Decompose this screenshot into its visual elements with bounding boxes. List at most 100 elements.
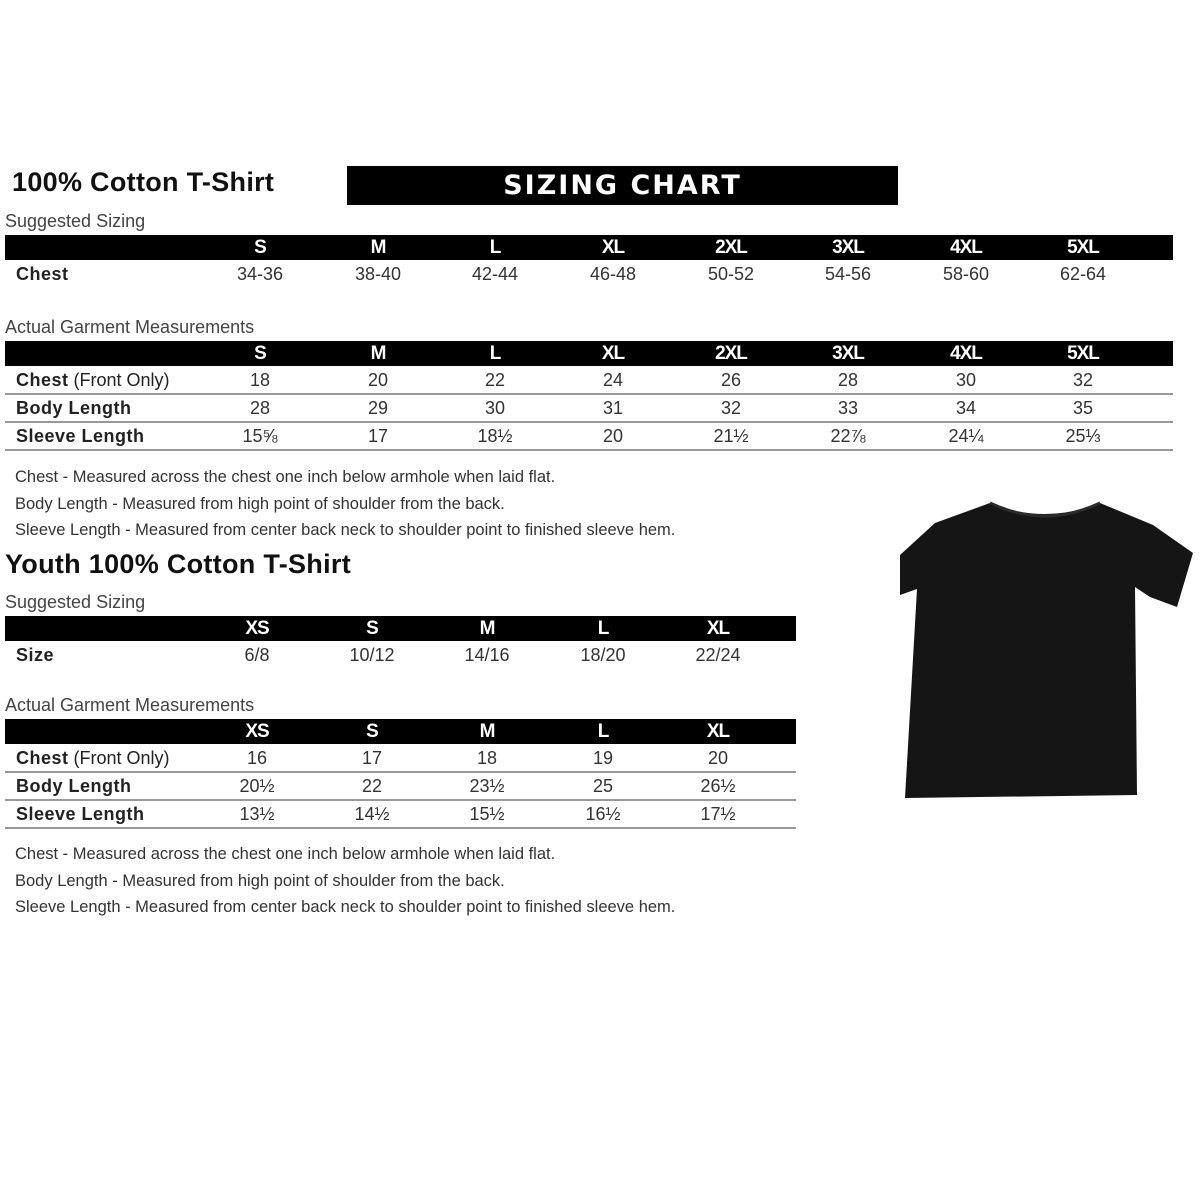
- row-label-main: Sleeve Length: [16, 804, 145, 824]
- row-label: Sleeve Length: [16, 800, 145, 828]
- table-cell: 22/24: [695, 645, 741, 665]
- adult-title: 100% Cotton T-Shirt: [12, 167, 275, 197]
- table-cell: 17½: [700, 804, 736, 824]
- table-cell: 31: [602, 398, 624, 418]
- table-cell: 28: [249, 398, 271, 418]
- row-label-main: Sleeve Length: [16, 426, 145, 446]
- measurement-note: Body Length - Measured from high point o…: [15, 871, 505, 890]
- table-cell: 20: [367, 370, 389, 390]
- size-header-xs: XS: [245, 618, 269, 639]
- size-header-s: S: [254, 237, 267, 258]
- table-cell: 20: [602, 426, 624, 446]
- table-row: Size 6/8 10/12 14/16 18/20 22/24: [5, 641, 796, 669]
- table-cell: 18: [476, 748, 498, 768]
- table-cell: 35: [1072, 398, 1094, 418]
- table-cell: 30: [955, 370, 977, 390]
- table-row: Sleeve Length 15⅝ 17 18½ 20 21½ 22⅞ 24¼ 25⅓: [5, 422, 1173, 450]
- table-cell: 28: [837, 370, 859, 390]
- size-header-xl: XL: [706, 618, 730, 639]
- youth-notes: Chest - Measured across the chest one in…: [15, 841, 675, 921]
- table-cell: 58-60: [942, 264, 990, 284]
- size-header-s: S: [254, 343, 267, 364]
- measurement-note: Sleeve Length - Measured from center bac…: [15, 521, 676, 539]
- adult-actual-label: Actual Garment Measurements: [5, 317, 255, 337]
- table-cell: 25: [592, 776, 614, 796]
- table-cell: 18½: [477, 426, 513, 446]
- row-label: Sleeve Length: [16, 422, 145, 450]
- table-cell: 46-48: [589, 264, 637, 284]
- row-divider: [5, 421, 1173, 423]
- youth-title: Youth 100% Cotton T-Shirt: [5, 549, 351, 579]
- table-row: Body Length 20½ 22 23½ 25 26½: [5, 772, 796, 800]
- size-header-row: S M L XL 2XL 3XL 4XL 5XL: [5, 341, 1173, 366]
- table-cell: 23½: [469, 776, 505, 796]
- table-row: Chest (Front Only) 16 17 18 19 20: [5, 744, 796, 772]
- youth-actual-label: Actual Garment Measurements: [5, 695, 255, 715]
- size-header-5xl: 5XL: [1067, 343, 1100, 364]
- size-header-3xl: 3XL: [832, 343, 865, 364]
- size-header-l: L: [489, 343, 502, 364]
- measurement-note: Body Length - Measured from high point o…: [15, 494, 505, 513]
- table-cell: 38-40: [354, 264, 402, 284]
- table-cell: 18/20: [580, 645, 626, 665]
- row-label: Body Length: [16, 772, 132, 800]
- table-cell: 17: [361, 748, 383, 768]
- size-header-l: L: [489, 237, 502, 258]
- table-cell: 19: [592, 748, 614, 768]
- size-header-xl: XL: [601, 237, 625, 258]
- table-cell: 10/12: [349, 645, 395, 665]
- row-label: Chest: [16, 260, 69, 288]
- table-cell: 30: [484, 398, 506, 418]
- youth-suggested-label: Suggested Sizing: [5, 592, 146, 612]
- size-header-xl: XL: [601, 343, 625, 364]
- measurement-note: Sleeve Length - Measured from center bac…: [15, 898, 676, 916]
- row-label-suffix: (Front Only): [68, 370, 170, 390]
- row-divider: [5, 799, 796, 801]
- table-cell: 26: [720, 370, 742, 390]
- adult-notes: Chest - Measured across the chest one in…: [15, 464, 675, 544]
- size-header-4xl: 4XL: [950, 343, 983, 364]
- table-cell: 15½: [469, 804, 505, 824]
- table-cell: 22: [361, 776, 383, 796]
- table-cell: 26½: [700, 776, 736, 796]
- row-label-main: Chest: [16, 748, 69, 768]
- table-cell: 62-64: [1059, 264, 1107, 284]
- table-row: Chest (Front Only) 18 20 22 24 26 28 30 32: [5, 366, 1173, 394]
- row-divider: [5, 771, 796, 773]
- row-label-main: Size: [16, 645, 55, 665]
- youth-actual-table: XS S M L XL Chest (Front Only) 16 17 18 19 20 Body …: [5, 719, 796, 829]
- table-cell: 20: [707, 748, 729, 768]
- table-row: Body Length 28 29 30 31 32 33 34 35: [5, 394, 1173, 422]
- table-cell: 18: [249, 370, 271, 390]
- row-divider: [5, 449, 1173, 451]
- table-cell: 24¼: [948, 426, 984, 446]
- size-header-2xl: 2XL: [715, 237, 748, 258]
- size-header-2xl: 2XL: [715, 343, 748, 364]
- row-label: Body Length: [16, 394, 132, 422]
- table-cell: 34: [955, 398, 977, 418]
- row-label: Size: [16, 641, 54, 669]
- adult-suggested-label: Suggested Sizing: [5, 211, 146, 231]
- table-cell: 13½: [239, 804, 275, 824]
- table-cell: 14/16: [464, 645, 510, 665]
- table-cell: 42-44: [471, 264, 519, 284]
- table-cell: 29: [367, 398, 389, 418]
- table-cell: 20½: [239, 776, 275, 796]
- sizing-chart-banner: SIZING CHART: [347, 166, 898, 205]
- table-cell: 33: [837, 398, 859, 418]
- table-cell: 16: [246, 748, 268, 768]
- table-cell: 24: [602, 370, 624, 390]
- size-header-row: XS S M L XL: [5, 616, 796, 641]
- adult-suggested-table: S M L XL 2XL 3XL 4XL 5XL Chest 34-36 38-40 42-44 46-…: [5, 235, 1173, 284]
- row-label-main: Body Length: [16, 398, 132, 418]
- size-header-s: S: [366, 618, 379, 639]
- row-label-main: Body Length: [16, 776, 132, 796]
- size-header-l: L: [597, 618, 610, 639]
- youth-suggested-table: XS S M L XL Size 6/8 10/12 14/16 18/20 22/24: [5, 616, 796, 665]
- row-label-main: Chest: [16, 264, 69, 284]
- table-cell: 50-52: [707, 264, 755, 284]
- size-header-m: M: [479, 618, 496, 639]
- table-cell: 34-36: [236, 264, 284, 284]
- measurement-note: Chest - Measured across the chest one in…: [15, 468, 556, 486]
